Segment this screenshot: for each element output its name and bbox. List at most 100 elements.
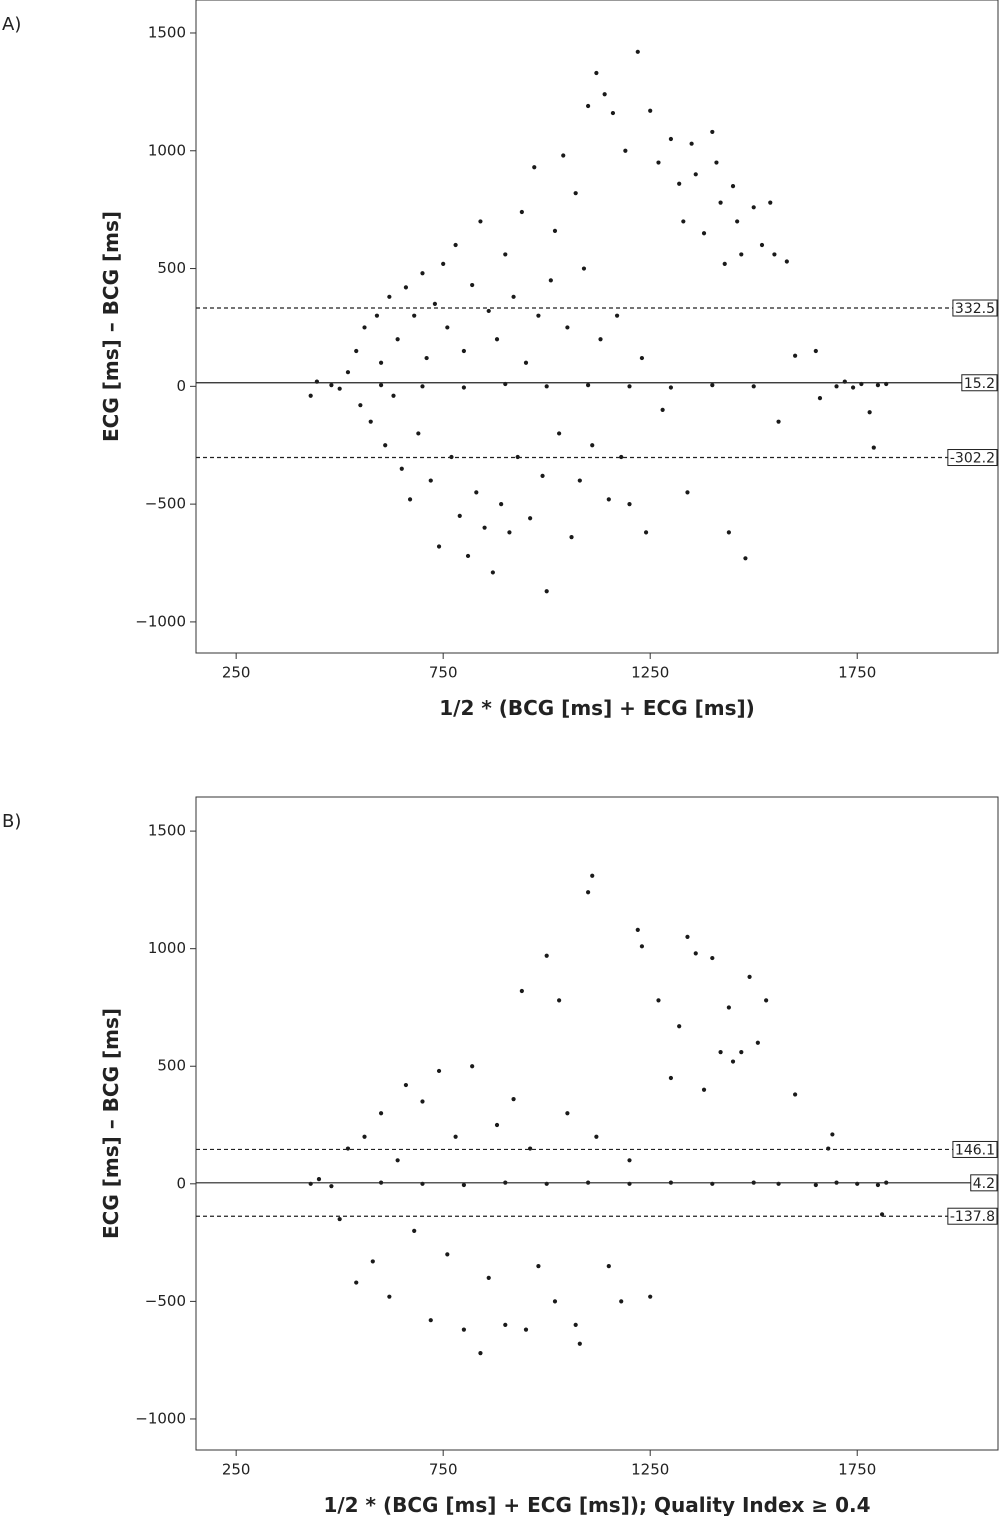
point — [714, 160, 719, 165]
point — [486, 308, 491, 314]
point — [739, 1050, 744, 1055]
point — [461, 385, 466, 390]
point — [399, 466, 404, 471]
point — [536, 1264, 541, 1269]
point — [681, 219, 686, 224]
point — [793, 1092, 798, 1097]
point — [660, 407, 665, 412]
y-tick-label: −1000 — [135, 612, 186, 630]
y-axis-title: ECG [ms] – BCG [ms] — [99, 1008, 123, 1239]
point — [362, 325, 367, 330]
point — [627, 1158, 632, 1163]
point — [470, 282, 475, 288]
point — [536, 313, 541, 318]
point — [768, 200, 773, 205]
point — [677, 1024, 682, 1029]
point — [648, 108, 653, 113]
point — [619, 454, 624, 460]
point — [453, 1134, 458, 1139]
point — [391, 393, 396, 398]
point — [358, 403, 363, 408]
point — [329, 383, 334, 388]
reference-label: -302.2 — [950, 451, 995, 467]
point — [383, 443, 388, 448]
point — [494, 337, 500, 342]
point — [668, 136, 674, 142]
point — [407, 497, 413, 502]
point — [585, 383, 591, 388]
reference-label: 4.2 — [973, 1176, 995, 1192]
point — [420, 1099, 425, 1104]
point — [561, 153, 566, 158]
point — [474, 490, 479, 495]
point — [528, 1146, 533, 1151]
x-tick-label: 1750 — [838, 1461, 876, 1479]
point — [523, 1327, 529, 1332]
point — [494, 1122, 500, 1128]
point — [557, 998, 562, 1003]
point — [627, 502, 632, 507]
point — [316, 1177, 322, 1182]
point — [441, 261, 446, 266]
point — [548, 278, 553, 283]
point — [581, 266, 587, 271]
point — [499, 502, 504, 507]
point — [693, 172, 698, 177]
reference-label: 15.2 — [964, 376, 995, 392]
point — [523, 360, 529, 365]
reference-label-box — [952, 299, 998, 317]
point — [875, 383, 881, 388]
point — [830, 1132, 835, 1137]
point — [544, 589, 549, 594]
y-tick-label: −1000 — [135, 1409, 186, 1427]
point — [424, 355, 429, 361]
point — [403, 285, 409, 290]
point — [710, 955, 715, 961]
point — [879, 1212, 885, 1217]
point — [871, 445, 876, 450]
point — [445, 1252, 450, 1257]
y-tick-label: 1500 — [148, 23, 186, 41]
x-tick-label: 1250 — [631, 1461, 669, 1479]
y-tick-label: 1000 — [148, 939, 186, 957]
point — [387, 294, 392, 299]
point — [511, 1097, 516, 1102]
point — [668, 385, 674, 390]
point — [834, 384, 839, 389]
point — [378, 383, 384, 388]
point — [308, 393, 313, 398]
point — [817, 396, 823, 401]
point — [387, 1294, 392, 1299]
x-tick-label: 750 — [429, 664, 458, 682]
point — [735, 219, 740, 224]
x-axis-title: 1/2 * (BCG [ms] + ECG [ms]); Quality Ind… — [323, 1493, 870, 1516]
point — [436, 1068, 442, 1074]
point — [577, 478, 582, 483]
point — [726, 1005, 731, 1010]
point — [594, 70, 599, 76]
point — [606, 497, 611, 502]
x-axis-title: 1/2 * (BCG [ms] + ECG [ms]) — [439, 696, 755, 720]
point — [412, 313, 417, 318]
point — [718, 1050, 723, 1055]
x-tick-label: 250 — [222, 1461, 251, 1479]
point — [453, 242, 458, 248]
point — [710, 383, 715, 388]
point — [639, 944, 645, 949]
point — [730, 184, 736, 189]
point — [755, 1040, 760, 1045]
point — [370, 1259, 375, 1264]
point — [519, 209, 524, 215]
point — [850, 385, 856, 390]
point — [532, 165, 537, 170]
point — [569, 534, 574, 540]
point — [623, 148, 628, 153]
point — [329, 1184, 334, 1189]
point — [565, 1111, 570, 1116]
point — [540, 473, 545, 478]
point — [354, 348, 359, 354]
point — [416, 431, 421, 436]
point — [701, 231, 707, 236]
point — [693, 951, 698, 956]
panel-label: B) — [2, 811, 21, 832]
